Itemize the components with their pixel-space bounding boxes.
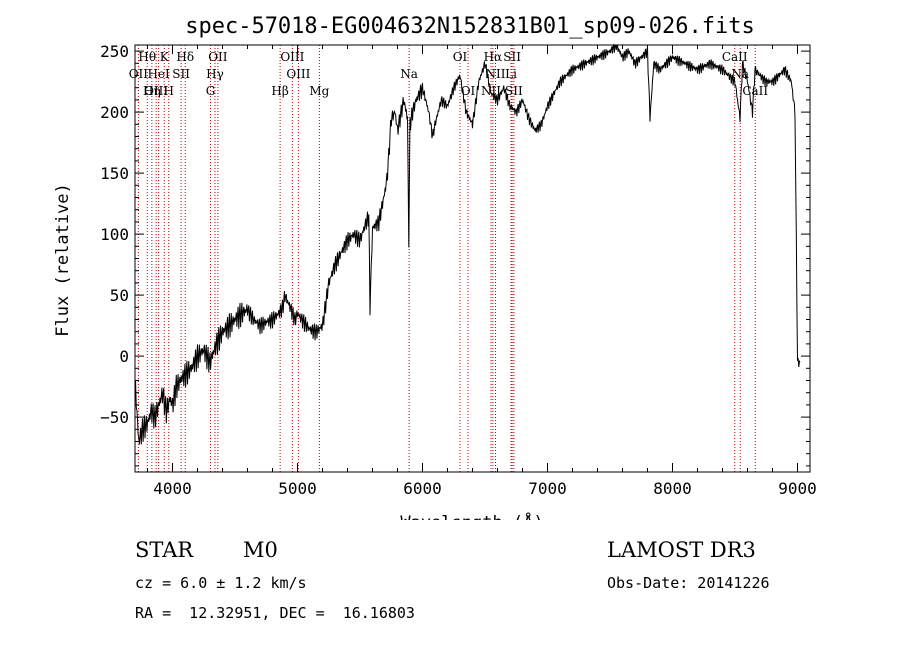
x-tick-label: 6000 — [403, 479, 442, 498]
line-annotation-label: Hα — [484, 50, 503, 64]
chart-title: spec-57018-EG004632N152831B01_sp09-026.f… — [185, 14, 755, 39]
line-annotation-label: Hη — [143, 84, 161, 98]
line-annotation-label: SII — [172, 67, 190, 81]
line-annotation-label: NII — [486, 67, 506, 81]
survey-label: LAMOST DR3 — [607, 538, 756, 562]
line-annotation-label: SII — [503, 50, 521, 64]
axis-ticks: 4000 5000 6000 7000 8000 9000 −50 0 50 100 150 200 2… — [100, 42, 817, 498]
y-tick-label: 0 — [119, 347, 129, 366]
y-tick-label: 100 — [100, 225, 129, 244]
line-annotation-label: OIII — [286, 67, 310, 81]
spectrum-plot: spec-57018-EG004632N152831B01_sp09-026.f… — [53, 14, 817, 520]
line-annotation-label: Na — [400, 67, 418, 81]
x-tick-label: 7000 — [528, 479, 567, 498]
plot-frame — [134, 44, 811, 473]
line-annotation-label: Hδ — [176, 50, 194, 64]
line-annotation-label: OIII — [144, 84, 168, 98]
line-annotation-label: H — [164, 84, 174, 98]
class-label: STAR — [135, 538, 194, 562]
y-tick-label: −50 — [100, 408, 129, 427]
y-tick-label: 200 — [100, 103, 129, 122]
spectrum-series-line — [134, 43, 801, 445]
line-annotation-label: OIII — [280, 50, 304, 64]
y-tick-label: 50 — [110, 286, 129, 305]
obs-date: Obs-Date: 20141226 — [607, 574, 770, 592]
line-annotation-label: CaII — [742, 84, 768, 98]
line-annotation-label: Hγ — [206, 67, 224, 81]
line-annotation-label: NII — [481, 84, 501, 98]
line-annotation-label: HeI — [147, 67, 170, 81]
line-annotation-label: OII — [208, 50, 228, 64]
line-annotation-label: K — [160, 50, 170, 64]
y-tick-label: 150 — [100, 164, 129, 183]
line-annotation-label: Na — [731, 67, 749, 81]
y-tick-label: 250 — [100, 42, 129, 61]
line-annotation-label: SII — [505, 84, 523, 98]
line-annotation-label: Hβ — [271, 84, 288, 98]
x-tick-label: 5000 — [278, 479, 317, 498]
line-annotation-label: G — [206, 84, 216, 98]
line-annotation-label: OI — [461, 84, 476, 98]
line-annotation-label: Hθ — [138, 50, 156, 64]
cz-line: cz = 6.0 ± 1.2 km/s — [135, 574, 307, 592]
line-annotation-label: CaII — [722, 50, 748, 64]
y-axis-label: Flux (relative) — [53, 183, 73, 337]
line-annotation-label: Mg — [309, 84, 329, 98]
x-tick-label: 8000 — [653, 479, 692, 498]
line-annotation-label: OII — [129, 67, 149, 81]
x-axis-label: Wavelength (Å) — [400, 511, 543, 520]
line-annotation-label: OI — [453, 50, 468, 64]
spectral-lines — [137, 45, 756, 472]
subclass-label: M0 — [243, 538, 278, 562]
radec-line: RA = 12.32951, DEC = 16.16803 — [135, 604, 415, 622]
line-annotation-label: Li — [505, 67, 517, 81]
x-tick-label: 9000 — [778, 479, 817, 498]
x-tick-label: 4000 — [153, 479, 192, 498]
